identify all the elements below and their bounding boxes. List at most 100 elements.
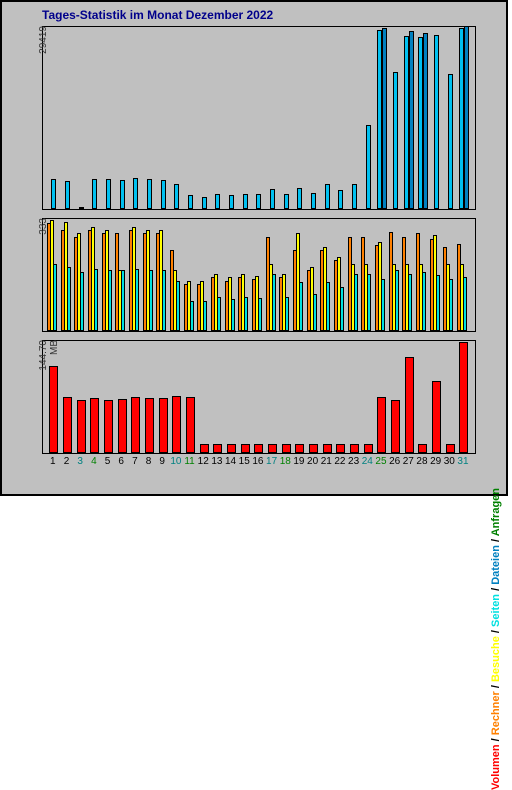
x-tick: 2 <box>60 456 74 467</box>
bar <box>463 277 467 331</box>
legend-item: Volumen <box>490 744 502 790</box>
bar <box>120 180 125 209</box>
day-col <box>184 341 198 453</box>
day-col <box>457 341 471 453</box>
panel-volumen <box>42 340 476 454</box>
legend-item: Anfragen <box>490 488 502 536</box>
bar-volumen <box>377 397 386 453</box>
day-col <box>252 27 266 209</box>
bar <box>65 181 70 209</box>
day-col <box>61 219 75 331</box>
x-tick: 8 <box>142 456 156 467</box>
day-col <box>74 219 88 331</box>
day-col <box>61 27 75 209</box>
day-col <box>402 341 416 453</box>
bar <box>80 272 84 331</box>
x-tick: 4 <box>87 456 101 467</box>
day-col <box>320 341 334 453</box>
bar-volumen <box>186 397 195 453</box>
legend: Volumen / Rechner / Besuche / Seiten / D… <box>490 488 502 790</box>
bar <box>51 179 56 209</box>
legend-item: Rechner <box>490 691 502 735</box>
legend-sep: / <box>490 536 502 545</box>
day-col <box>375 219 389 331</box>
bar <box>258 298 262 331</box>
panel-anfragen-dateien <box>42 26 476 210</box>
bar <box>395 270 399 331</box>
bar <box>149 270 153 331</box>
day-col <box>197 219 211 331</box>
bar <box>297 188 302 209</box>
day-col <box>47 27 61 209</box>
bar-volumen <box>446 444 455 453</box>
x-tick: 6 <box>114 456 128 467</box>
bar <box>217 297 221 331</box>
day-col <box>129 27 143 209</box>
bar-volumen <box>364 444 373 453</box>
x-tick: 17 <box>265 456 279 467</box>
x-tick: 10 <box>169 456 183 467</box>
bar-volumen <box>63 397 72 453</box>
day-col <box>430 219 444 331</box>
day-col <box>320 219 334 331</box>
day-col <box>334 27 348 209</box>
bar-volumen <box>295 444 304 453</box>
legend-item: Seiten <box>490 594 502 627</box>
day-col <box>457 27 471 209</box>
bar-volumen <box>268 444 277 453</box>
bar <box>108 270 112 331</box>
day-col <box>430 27 444 209</box>
bar-volumen <box>227 444 236 453</box>
day-col <box>211 27 225 209</box>
bar <box>434 35 439 209</box>
legend-sep: / <box>490 735 502 744</box>
day-col <box>266 219 280 331</box>
day-col <box>170 341 184 453</box>
day-col <box>115 341 129 453</box>
day-col <box>443 27 457 209</box>
bar <box>79 207 84 209</box>
bar-volumen <box>432 381 441 453</box>
x-tick: 9 <box>155 456 169 467</box>
day-col <box>266 341 280 453</box>
bar <box>354 274 358 331</box>
bar-volumen <box>172 396 181 453</box>
yaxis-bot: 144.70 MB <box>38 340 60 376</box>
day-col <box>156 341 170 453</box>
day-col <box>102 341 116 453</box>
day-col <box>307 27 321 209</box>
bar <box>256 194 261 209</box>
day-col <box>389 341 403 453</box>
bar <box>147 179 152 209</box>
day-col <box>307 219 321 331</box>
x-tick: 20 <box>306 456 320 467</box>
day-col <box>156 27 170 209</box>
day-col <box>225 341 239 453</box>
x-tick: 29 <box>429 456 443 467</box>
bar <box>188 195 193 209</box>
bar <box>162 270 166 331</box>
bar <box>176 281 180 331</box>
day-col <box>170 27 184 209</box>
day-col <box>74 341 88 453</box>
bar <box>340 287 344 331</box>
x-tick: 12 <box>196 456 210 467</box>
x-tick: 18 <box>278 456 292 467</box>
x-tick: 22 <box>333 456 347 467</box>
bar <box>423 33 428 209</box>
bar <box>448 74 453 209</box>
x-tick: 26 <box>388 456 402 467</box>
bar <box>229 195 234 209</box>
day-col <box>143 219 157 331</box>
bar <box>106 179 111 209</box>
bar <box>133 178 138 209</box>
day-col <box>238 27 252 209</box>
day-col <box>170 219 184 331</box>
day-col <box>211 341 225 453</box>
bar-volumen <box>90 398 99 453</box>
day-col <box>238 341 252 453</box>
bar-volumen <box>254 444 263 453</box>
legend-sep: / <box>490 627 502 636</box>
day-col <box>225 219 239 331</box>
bar <box>449 279 453 331</box>
